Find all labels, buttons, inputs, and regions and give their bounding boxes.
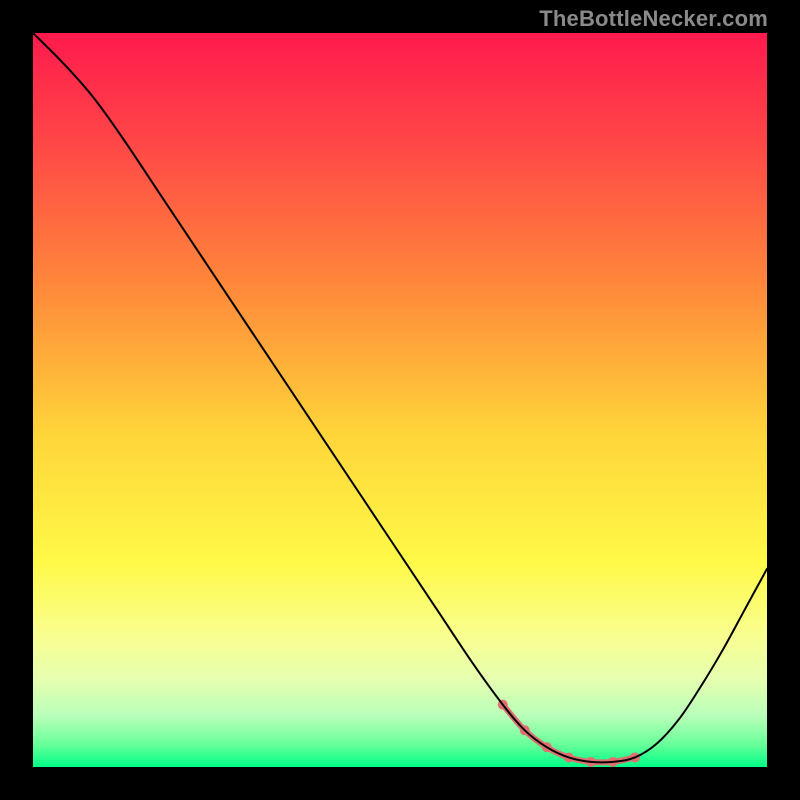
chart-container: TheBottleNecker.com [0,0,800,800]
curve-layer [33,33,767,767]
watermark-text: TheBottleNecker.com [539,6,768,32]
bottleneck-curve [33,33,767,762]
plot-area [33,33,767,767]
